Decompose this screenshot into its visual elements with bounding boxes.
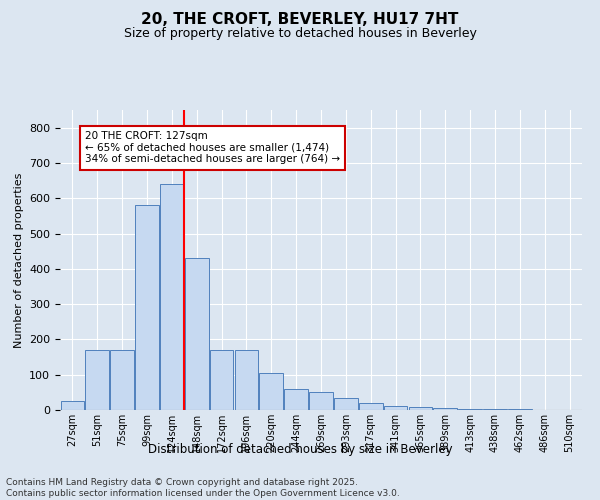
Bar [235, 350, 258, 410]
Bar [135, 206, 159, 410]
Bar [185, 258, 209, 410]
Bar [409, 407, 432, 410]
Bar [259, 373, 283, 410]
Text: Size of property relative to detached houses in Beverley: Size of property relative to detached ho… [124, 28, 476, 40]
Text: Contains HM Land Registry data © Crown copyright and database right 2025.
Contai: Contains HM Land Registry data © Crown c… [6, 478, 400, 498]
Bar [359, 403, 383, 410]
Bar [85, 350, 109, 410]
Bar [458, 409, 482, 410]
Bar [384, 406, 407, 410]
Bar [334, 398, 358, 410]
Bar [284, 389, 308, 410]
Bar [433, 408, 457, 410]
Text: 20 THE CROFT: 127sqm
← 65% of detached houses are smaller (1,474)
34% of semi-de: 20 THE CROFT: 127sqm ← 65% of detached h… [85, 131, 340, 164]
Y-axis label: Number of detached properties: Number of detached properties [14, 172, 23, 348]
Text: 20, THE CROFT, BEVERLEY, HU17 7HT: 20, THE CROFT, BEVERLEY, HU17 7HT [142, 12, 458, 28]
Bar [110, 350, 134, 410]
Bar [210, 350, 233, 410]
Bar [309, 392, 333, 410]
Text: Distribution of detached houses by size in Beverley: Distribution of detached houses by size … [148, 442, 452, 456]
Bar [160, 184, 184, 410]
Bar [61, 401, 84, 410]
